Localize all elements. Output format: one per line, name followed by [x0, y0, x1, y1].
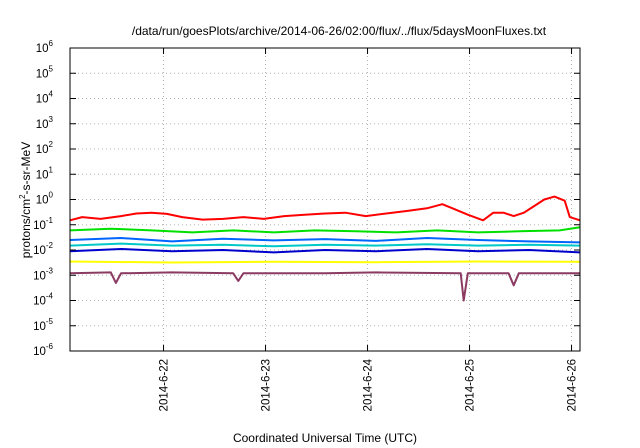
y-tick-label: 102: [36, 140, 54, 156]
y-tick-base: 10: [33, 346, 46, 358]
y-tick-exponent: 0: [49, 191, 54, 200]
x-tick-label: 2014-6-23: [261, 359, 273, 411]
y-tick-base: 10: [33, 270, 46, 282]
y-tick-label: 10-2: [33, 241, 53, 257]
y-tick-exponent: 3: [49, 115, 54, 124]
x-tick-label: 2014-6-25: [465, 359, 477, 411]
y-tick-base: 10: [33, 220, 46, 232]
y-tick-exponent: -4: [46, 292, 54, 301]
y-tick-label: 10-4: [33, 292, 53, 308]
y-tick-base: 10: [36, 94, 49, 106]
y-axis-label-base: protons/cm: [19, 199, 33, 258]
y-tick-exponent: 4: [49, 90, 54, 99]
series-layer: [69, 195, 581, 302]
y-tick-label: 10-5: [33, 317, 53, 333]
y-tick-base: 10: [33, 296, 46, 308]
y-tick-exponent: 5: [49, 64, 54, 73]
y-tick-exponent: -6: [46, 342, 54, 351]
chart-title: /data/run/goesPlots/archive/2014-06-26/0…: [132, 24, 547, 38]
y-tick-exponent: 1: [49, 165, 54, 174]
grid: [70, 48, 580, 351]
y-tick-label: 103: [36, 115, 54, 131]
y-axis: 10-610-510-410-310-210-11001011021031041…: [33, 39, 580, 358]
series-line-2: [69, 226, 581, 234]
x-axis-label: Coordinated Universal Time (UTC): [233, 431, 417, 445]
y-tick-label: 10-3: [33, 266, 53, 282]
y-tick-label: 101: [36, 165, 54, 181]
y-tick-base: 10: [36, 43, 49, 55]
y-tick-label: 10-1: [33, 216, 53, 232]
series-line-3: [69, 242, 581, 248]
y-tick-exponent: 6: [49, 39, 54, 48]
series-line-1: [69, 195, 581, 222]
series-line-6: [69, 260, 581, 264]
y-tick-label: 104: [36, 90, 54, 106]
y-tick-exponent: -3: [46, 266, 54, 275]
y-axis-label: protons/cm2-s-sr-MeV: [18, 142, 33, 258]
y-tick-label: 106: [36, 39, 54, 55]
y-tick-label: 105: [36, 64, 54, 80]
y-tick-base: 10: [36, 144, 49, 156]
y-tick-exponent: -1: [46, 216, 54, 225]
x-axis: 2014-6-22 2014-6-23 2014-6-24 2014-6-25 2014…: [159, 48, 579, 411]
series-line-7: [69, 271, 580, 302]
x-tick-label: 2014-6-26: [567, 359, 579, 411]
y-tick-exponent: 2: [49, 140, 54, 149]
y-tick-base: 10: [33, 321, 46, 333]
x-tick-label: 2014-6-24: [363, 358, 375, 411]
y-tick-base: 10: [36, 68, 49, 80]
y-tick-exponent: -5: [46, 317, 54, 326]
series-line-5: [69, 248, 581, 254]
series-line-4: [69, 237, 581, 244]
y-tick-base: 10: [36, 169, 49, 181]
y-tick-exponent: -2: [46, 241, 54, 250]
y-axis-label-sup: 2: [18, 194, 27, 199]
y-tick-base: 10: [33, 245, 46, 257]
y-tick-base: 10: [36, 195, 49, 207]
y-tick-base: 10: [36, 119, 49, 131]
y-axis-label-rest: -s-sr-MeV: [19, 142, 33, 195]
x-tick-label: 2014-6-22: [159, 359, 171, 411]
y-tick-label: 10-6: [33, 342, 53, 358]
y-tick-label: 100: [36, 191, 54, 207]
